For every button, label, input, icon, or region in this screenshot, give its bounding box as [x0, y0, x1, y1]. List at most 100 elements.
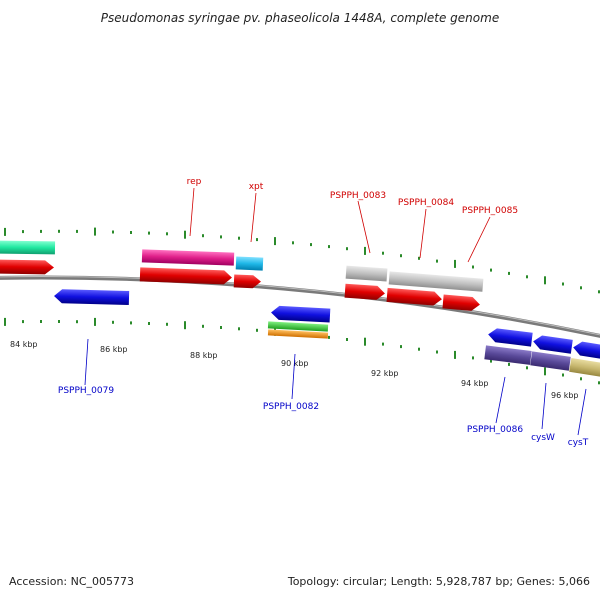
outer-minor-tick: [436, 259, 438, 263]
inner-minor-tick: [256, 328, 258, 332]
outer-minor-tick: [472, 265, 474, 269]
inner-minor-tick: [508, 362, 510, 366]
inner-minor-tick: [580, 377, 582, 381]
outer-minor-tick: [418, 256, 420, 260]
feature-pspph-0086-purple[interactable]: [484, 345, 532, 365]
outer-minor-tick: [346, 247, 348, 251]
gene-label-pspph-0082[interactable]: PSPPH_0082: [263, 402, 319, 412]
cds-forward-left[interactable]: [0, 259, 54, 275]
outer-major-tick: [4, 227, 6, 236]
gene-label-pspph-0084[interactable]: PSPPH_0084: [398, 198, 454, 208]
outer-minor-tick: [148, 231, 150, 235]
outer-major-tick: [184, 230, 186, 239]
inner-minor-tick: [328, 335, 330, 339]
feature-green-left[interactable]: [0, 240, 56, 255]
accession-text: Accession: NC_005773: [9, 575, 134, 588]
outer-minor-tick: [76, 229, 78, 233]
feature-pspph-0082-orange[interactable]: [267, 329, 329, 339]
outer-minor-tick: [292, 241, 294, 245]
cds-xpt[interactable]: [233, 274, 262, 289]
outer-minor-tick: [202, 234, 204, 238]
outer-minor-tick: [328, 245, 330, 249]
inner-minor-tick: [112, 320, 114, 324]
outer-minor-tick: [508, 271, 510, 275]
outer-minor-tick: [130, 231, 132, 234]
kbp-label-94: 94 kbp: [461, 379, 489, 388]
inner-minor-tick: [418, 347, 420, 351]
inner-minor-tick: [76, 320, 78, 324]
outer-minor-tick: [166, 232, 168, 236]
cds-rep[interactable]: [139, 267, 232, 285]
kbp-label-92: 92 kbp: [371, 369, 399, 378]
kbp-label-96: 96 kbp: [551, 391, 579, 400]
inner-minor-tick: [130, 321, 132, 325]
inner-minor-tick: [40, 320, 42, 323]
cds-cysw[interactable]: [532, 334, 573, 354]
gene-label-pspph-0085[interactable]: PSPPH_0085: [462, 206, 518, 216]
outer-minor-tick: [382, 251, 384, 255]
inner-minor-tick: [562, 373, 564, 377]
map-title: Pseudomonas syringae pv. phaseolicola 14…: [101, 11, 499, 25]
gene-label-pspph-0079[interactable]: PSPPH_0079: [58, 386, 114, 396]
outer-minor-tick: [598, 290, 600, 294]
cds-pspph-0084[interactable]: [386, 287, 443, 306]
feature-xpt-rna[interactable]: [235, 256, 264, 271]
inner-minor-tick: [490, 359, 492, 363]
feature-cyst-khaki[interactable]: [569, 357, 600, 379]
outer-major-tick: [274, 237, 276, 246]
kbp-label-88: 88 kbp: [190, 351, 218, 360]
inner-minor-tick: [382, 342, 384, 346]
leader-lines-bottom: [84, 338, 587, 436]
inner-minor-tick: [400, 345, 402, 349]
cds-pspph-0083[interactable]: [344, 283, 386, 301]
outer-minor-tick: [112, 230, 114, 234]
inner-minor-tick: [58, 320, 60, 323]
kbp-label-86: 86 kbp: [100, 345, 128, 354]
outer-minor-tick: [58, 229, 60, 233]
gene-label-cysw[interactable]: cysW: [531, 433, 555, 443]
outer-minor-tick: [310, 243, 312, 247]
inner-major-tick: [184, 321, 186, 330]
leader-lines-top: [189, 187, 491, 263]
cds-pspph-0079[interactable]: [54, 289, 130, 305]
inner-major-tick: [454, 350, 456, 359]
inner-minor-tick: [346, 338, 348, 341]
inner-minor-tick: [436, 350, 438, 354]
cds-cyst[interactable]: [572, 340, 600, 361]
inner-minor-tick: [526, 366, 528, 370]
inner-minor-tick: [598, 381, 600, 385]
cds-pspph-0082[interactable]: [271, 305, 331, 323]
feature-pspph-0082-green[interactable]: [267, 321, 329, 332]
gene-label-xpt[interactable]: xpt: [249, 182, 264, 192]
gene-label-rep[interactable]: rep: [187, 177, 202, 187]
inner-major-tick: [364, 337, 366, 346]
cds-pspph-0086[interactable]: [487, 327, 533, 347]
gene-label-pspph-0086[interactable]: PSPPH_0086: [467, 425, 523, 435]
outer-minor-tick: [40, 229, 42, 233]
outer-minor-tick: [580, 286, 582, 290]
outer-minor-tick: [526, 275, 528, 279]
inner-minor-tick: [148, 322, 150, 325]
inner-major-tick: [544, 367, 546, 376]
inner-major-tick: [4, 317, 6, 326]
outer-minor-tick: [400, 254, 402, 258]
gene-label-pspph-0083[interactable]: PSPPH_0083: [330, 191, 386, 201]
outer-major-tick: [94, 227, 96, 236]
feature-pspph-0083-grey[interactable]: [345, 265, 388, 282]
feature-pspph-0084-grey[interactable]: [388, 271, 484, 292]
inner-minor-tick: [202, 324, 204, 328]
outer-major-tick: [454, 259, 456, 268]
inner-tick-row: [4, 317, 600, 385]
feature-cysw-purple[interactable]: [530, 351, 571, 371]
outer-minor-tick: [562, 282, 564, 286]
genome-summary-text: Topology: circular; Length: 5,928,787 bp…: [287, 575, 590, 588]
feature-rep-rna[interactable]: [141, 249, 235, 266]
inner-minor-tick: [22, 320, 24, 324]
cds-pspph-0085[interactable]: [442, 294, 480, 311]
inner-minor-tick: [238, 327, 240, 331]
inner-minor-tick: [166, 322, 168, 326]
outer-minor-tick: [238, 236, 240, 240]
gene-label-cyst[interactable]: cysT: [568, 438, 589, 448]
genome-backbone-highlight: [0, 276, 600, 336]
